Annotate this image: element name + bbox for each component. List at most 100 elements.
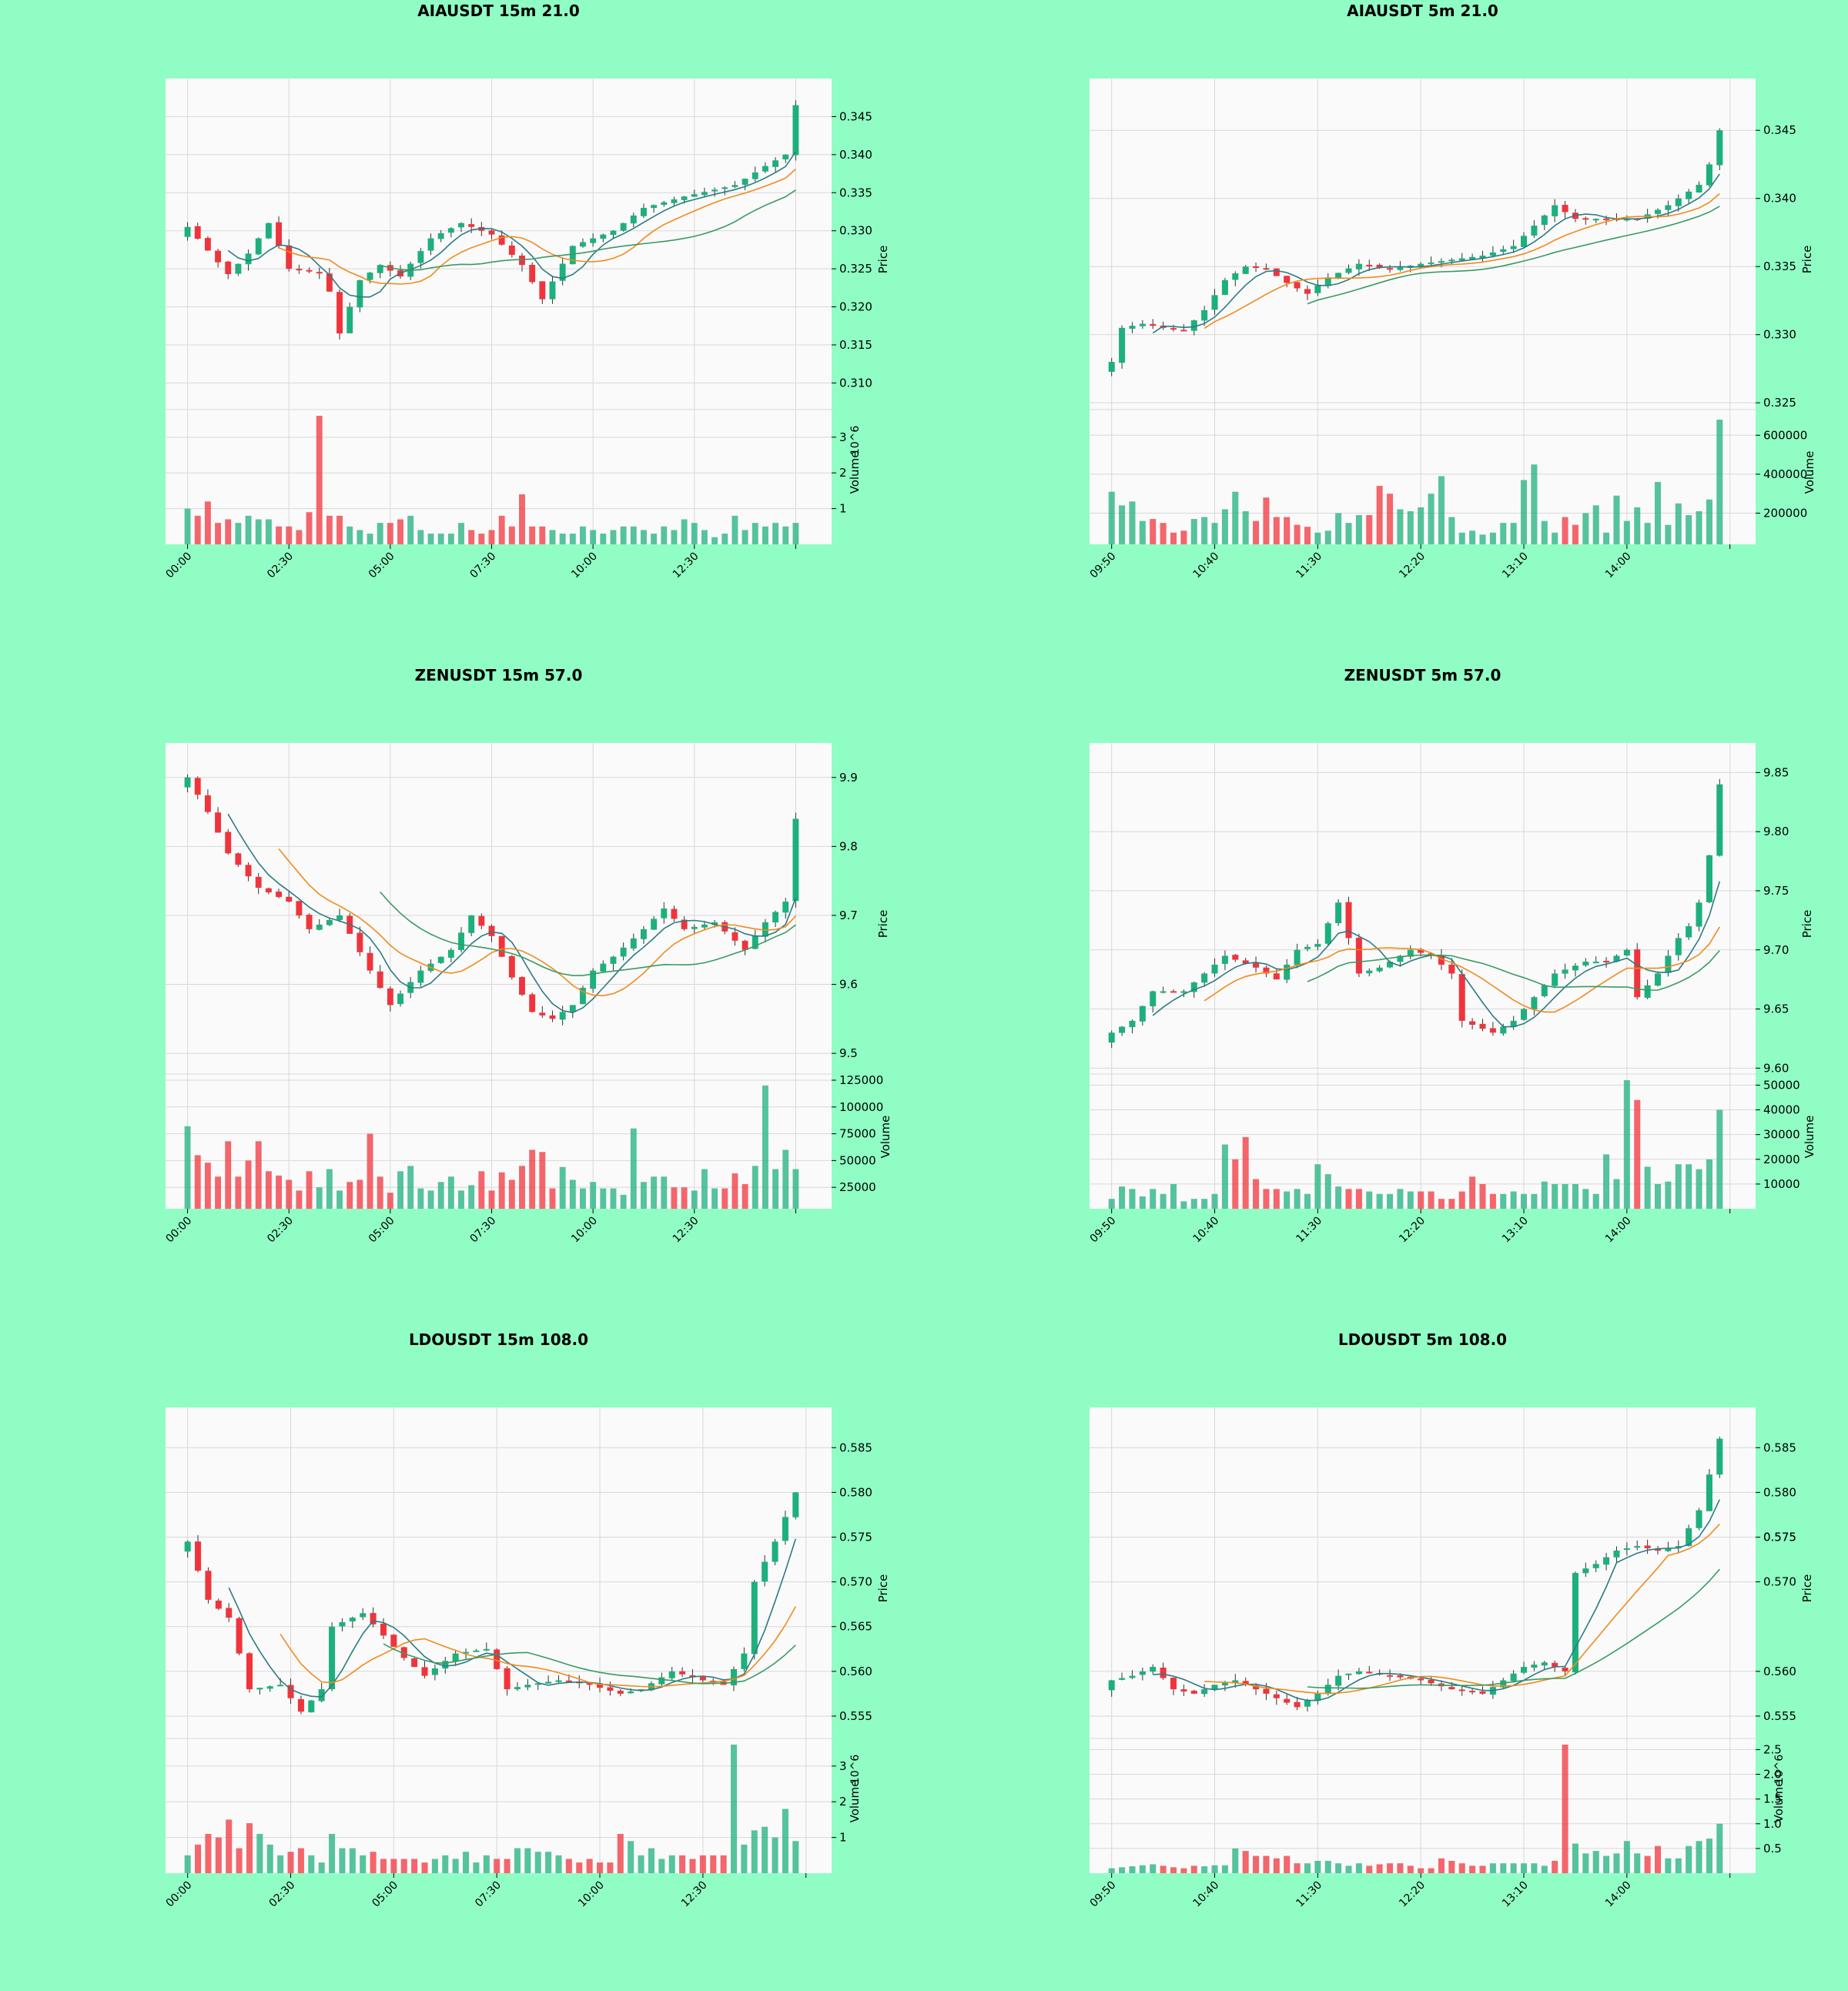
chart-3-volume-bar — [326, 1169, 333, 1209]
chart-4-volume-bar — [1603, 1154, 1610, 1209]
chart-1-candle — [265, 222, 272, 239]
chart-4-price-tick: 9.75 — [1763, 884, 1789, 898]
chart-3-candle — [488, 924, 495, 942]
chart-3-candle — [194, 776, 201, 800]
chart-1-candle — [245, 249, 252, 271]
chart-1-volume-bar — [641, 530, 647, 544]
chart-5-volume-bar — [545, 1852, 552, 1873]
chart-5-volume-bar — [442, 1855, 449, 1873]
chart-1-candle — [184, 222, 191, 241]
chart-4-candle — [1211, 958, 1218, 977]
chart-2-candle — [1510, 239, 1517, 253]
chart-5-candle — [205, 1567, 212, 1604]
chart-5-volume-tick: 3 — [839, 1759, 847, 1773]
chart-4-candles — [1108, 778, 1723, 1049]
chart-5-candle — [442, 1656, 449, 1674]
chart-6-volume-bar — [1273, 1858, 1280, 1873]
chart-6-volume-bar — [1324, 1860, 1331, 1873]
chart-4-volume-bar — [1644, 1166, 1651, 1209]
chart-2-volume-bar — [1458, 532, 1465, 544]
chart-6-volume-bar — [1355, 1863, 1362, 1873]
chart-3-grid — [166, 743, 832, 1209]
chart-6-ma-10-line — [1204, 1523, 1720, 1695]
chart-2-y-axis: 0.325 0.330 0.335 0.340 0.345 200000 400000 600… — [1756, 123, 1807, 520]
chart-2-price-tick: 0.345 — [1763, 123, 1796, 137]
chart-5-candle — [452, 1650, 459, 1666]
chart-6-candle — [1716, 1437, 1723, 1478]
chart-1-volume-bar — [468, 530, 475, 544]
chart-6-candle — [1366, 1665, 1373, 1674]
chart-2-x-tick: 14:00 — [1603, 550, 1634, 581]
chart-5-candle — [514, 1681, 521, 1692]
chart-4-volume-bar — [1696, 1169, 1702, 1209]
chart-3-volume-bar — [316, 1187, 323, 1209]
chart-2-volume-bar — [1304, 527, 1311, 544]
chart-1-volume-bar — [326, 515, 333, 544]
chart-6-title: LDOUSDT 5m 108.0 — [1337, 1330, 1508, 1349]
chart-2-volume-bar — [1263, 497, 1270, 544]
chart-3-volume-bar — [620, 1194, 627, 1209]
chart-1-x-tick: 12:30 — [671, 550, 701, 581]
chart-1-candle — [529, 262, 536, 284]
chart-5-volume-bar — [483, 1855, 490, 1873]
chart-1-volume-bar — [549, 530, 556, 544]
chart-6-volume-bar — [1716, 1823, 1723, 1873]
chart-4-volume-bar — [1284, 1191, 1291, 1209]
chart-1-volume-bar — [762, 526, 768, 544]
chart-5-volume-bar — [370, 1852, 377, 1873]
chart-4-price-tick: 9.85 — [1763, 765, 1789, 779]
chart-6-candle — [1634, 1540, 1641, 1551]
chart-2-candle — [1345, 264, 1352, 275]
chart-3-volume-bar — [387, 1193, 393, 1209]
chart-6-candle — [1324, 1678, 1331, 1696]
chart-5-volume-bar — [720, 1855, 727, 1873]
chart-3-volume-tick: 50000 — [839, 1153, 876, 1167]
chart-2-volume-bar — [1489, 532, 1496, 544]
chart-5-candle — [555, 1675, 562, 1684]
chart-1-candle — [559, 257, 566, 286]
chart-4-volume-bar — [1324, 1174, 1331, 1209]
chart-4-candle — [1521, 1008, 1528, 1021]
chart-5-volume-bar — [380, 1859, 387, 1873]
chart-2-candle — [1211, 289, 1218, 316]
chart-1-volume-bar — [529, 526, 536, 544]
chart-1-volume-bar — [427, 534, 434, 544]
chart-5-volume-bars — [184, 1745, 799, 1873]
chart-1-volume-bar — [569, 534, 576, 544]
chart-1-candle — [326, 267, 333, 293]
chart-3-ma-10-line — [278, 848, 796, 997]
chart-4-candle — [1644, 979, 1651, 999]
chart-5-x-tick: 00:00 — [164, 1879, 195, 1910]
chart-1-ma-5-line — [227, 151, 797, 298]
chart-6-volume-bar — [1510, 1863, 1517, 1873]
chart-5-volume-bar — [215, 1837, 222, 1873]
chart-3-volume-bar — [590, 1182, 597, 1209]
chart-1-candle — [732, 181, 738, 189]
chart-3-volume-bar — [447, 1176, 454, 1209]
chart-2-volume-bar — [1500, 523, 1507, 544]
chart-6-candle — [1696, 1507, 1702, 1531]
chart-5-candle — [226, 1603, 233, 1622]
chart-4-volume-bar — [1160, 1193, 1167, 1209]
chart-5-candle — [195, 1534, 202, 1573]
chart-5-candle — [236, 1616, 243, 1655]
chart-2-x-tick: 11:30 — [1294, 550, 1324, 581]
chart-1-candle — [580, 238, 586, 248]
chart-1-candle — [316, 267, 323, 279]
chart-3-candle — [559, 1006, 566, 1026]
chart-2-panel — [1090, 79, 1756, 544]
chart-3-volume-bar — [225, 1141, 232, 1209]
chart-3-candle — [336, 908, 343, 922]
chart-1-price-tick: 0.325 — [839, 262, 872, 276]
chart-2-candle — [1242, 265, 1249, 275]
chart-4-candle — [1304, 944, 1311, 952]
chart-6-volume-bar — [1211, 1865, 1218, 1873]
chart-4-candle — [1531, 996, 1538, 1016]
chart-1-candle — [346, 302, 353, 333]
chart-3-volume-bar — [255, 1141, 262, 1209]
chart-2-candle — [1479, 250, 1486, 263]
chart-6-candle — [1644, 1539, 1651, 1554]
chart-6-volume-bar — [1387, 1863, 1394, 1873]
chart-6-ma-20-line — [1307, 1568, 1720, 1689]
